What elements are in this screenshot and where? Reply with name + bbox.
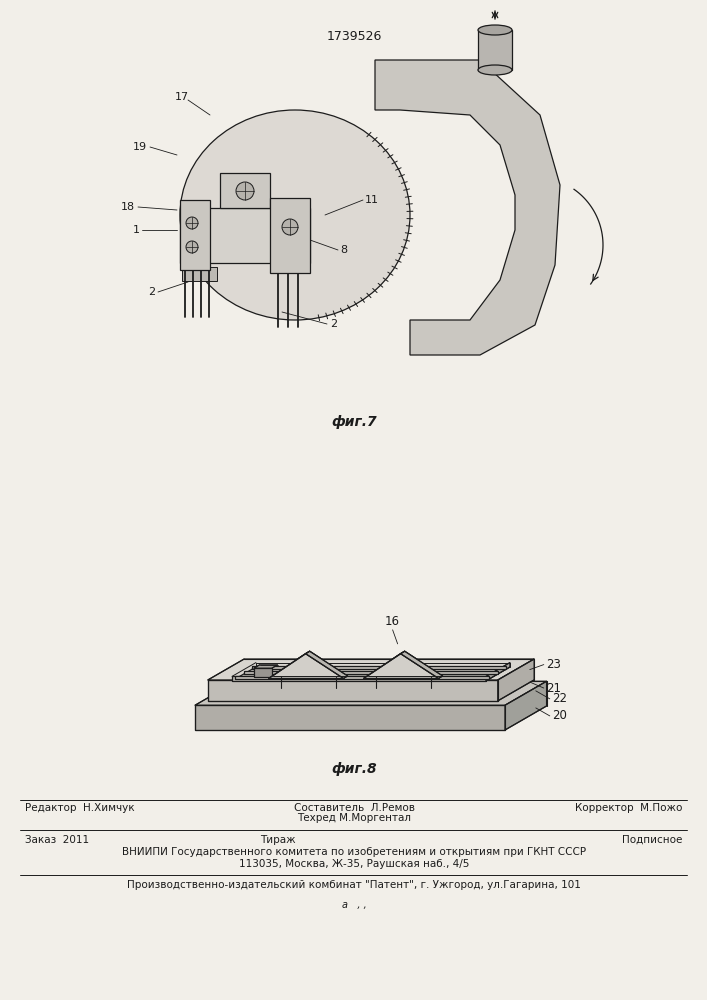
Text: 8: 8: [340, 245, 347, 255]
Bar: [180, 200, 210, 270]
Polygon shape: [273, 651, 348, 676]
Text: Техред М.Моргентал: Техред М.Моргентал: [297, 813, 411, 823]
Polygon shape: [498, 659, 534, 701]
Text: Тираж: Тираж: [260, 835, 296, 845]
Text: 2: 2: [330, 319, 337, 329]
Polygon shape: [363, 651, 404, 678]
Polygon shape: [368, 651, 443, 676]
Bar: [180, 208, 310, 263]
Polygon shape: [363, 654, 438, 678]
Text: 20: 20: [551, 709, 566, 722]
Polygon shape: [269, 654, 344, 678]
Text: 11: 11: [365, 195, 379, 205]
Bar: [182, 267, 217, 281]
Polygon shape: [305, 651, 348, 678]
Text: 113035, Москва, Ж-35, Раушская наб., 4/5: 113035, Москва, Ж-35, Раушская наб., 4/5: [239, 859, 469, 869]
Text: а   , ,: а , ,: [341, 900, 366, 910]
Polygon shape: [208, 680, 498, 701]
Polygon shape: [486, 663, 510, 681]
Text: Заказ  2011: Заказ 2011: [25, 835, 89, 845]
Polygon shape: [235, 676, 489, 679]
Circle shape: [186, 241, 198, 253]
Circle shape: [282, 219, 298, 235]
Ellipse shape: [180, 110, 410, 320]
Text: 18: 18: [121, 202, 135, 212]
Polygon shape: [232, 676, 486, 681]
Polygon shape: [269, 651, 310, 678]
Text: 2: 2: [148, 287, 155, 297]
Text: Составитель  Л.Ремов: Составитель Л.Ремов: [293, 803, 414, 813]
Text: ВНИИПИ Государственного комитета по изобретениям и открытиям при ГКНТ СССР: ВНИИПИ Государственного комитета по изоб…: [122, 847, 586, 857]
Polygon shape: [195, 681, 547, 705]
Text: 21: 21: [546, 682, 561, 695]
Polygon shape: [208, 659, 534, 680]
Text: 1739526: 1739526: [327, 30, 382, 43]
Polygon shape: [254, 665, 278, 668]
Polygon shape: [401, 651, 443, 678]
Polygon shape: [195, 705, 505, 730]
Bar: [478, 30, 512, 70]
Text: 17: 17: [175, 92, 189, 102]
Bar: [220, 173, 270, 208]
Polygon shape: [288, 668, 307, 676]
Text: Редактор  Н.Химчук: Редактор Н.Химчук: [25, 803, 134, 813]
Polygon shape: [252, 666, 506, 669]
Text: Подписное: Подписное: [621, 835, 682, 845]
Text: Корректор  М.Пожо: Корректор М.Пожо: [575, 803, 682, 813]
Polygon shape: [244, 671, 498, 674]
Text: 1: 1: [133, 225, 140, 235]
Text: 23: 23: [546, 658, 561, 671]
Text: 22: 22: [551, 692, 567, 705]
Bar: [270, 198, 310, 273]
Polygon shape: [232, 667, 510, 681]
Circle shape: [236, 182, 254, 200]
Text: Производственно-издательский комбинат "Патент", г. Ужгород, ул.Гагарина, 101: Производственно-издательский комбинат "П…: [127, 880, 581, 890]
Circle shape: [186, 217, 198, 229]
Polygon shape: [375, 60, 560, 355]
Text: фиг.8: фиг.8: [331, 762, 377, 776]
Text: 16: 16: [385, 615, 400, 628]
Ellipse shape: [478, 65, 512, 75]
Polygon shape: [254, 668, 271, 676]
Ellipse shape: [478, 25, 512, 35]
Text: фиг.7: фиг.7: [331, 415, 377, 429]
Polygon shape: [505, 681, 547, 730]
Polygon shape: [288, 665, 312, 668]
Text: 19: 19: [133, 142, 147, 152]
